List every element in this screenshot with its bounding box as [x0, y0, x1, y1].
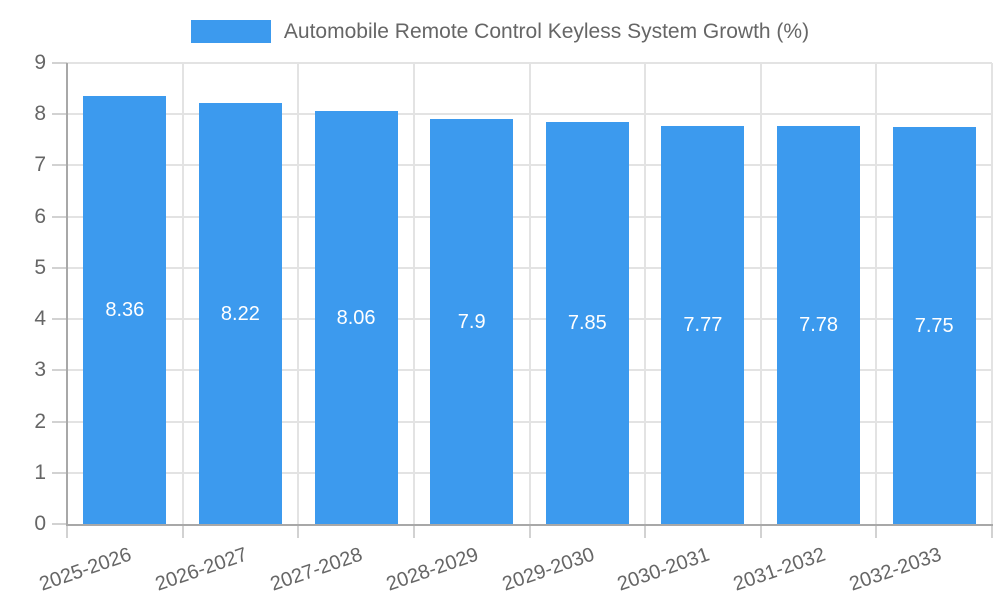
x-tick-label: 2031-2032 [730, 543, 829, 596]
x-tick-label: 2026-2027 [152, 543, 250, 596]
y-axis-line [66, 63, 68, 526]
x-tick-mark [181, 524, 184, 538]
y-tick-mark [52, 266, 67, 269]
y-tick-label: 1 [34, 460, 46, 484]
x-tick-mark [991, 524, 993, 538]
v-gridline [181, 63, 184, 524]
v-gridline [412, 63, 415, 524]
y-tick-label: 4 [34, 307, 46, 331]
bar-2030-2031[interactable] [661, 126, 745, 524]
y-tick-label: 7 [34, 153, 46, 177]
bar-2031-2032[interactable] [777, 125, 861, 524]
x-tick-mark [412, 524, 415, 538]
v-gridline [759, 63, 762, 524]
x-tick-mark [875, 524, 878, 538]
y-tick-label: 8 [34, 102, 46, 126]
bar-value-label: 8.22 [220, 302, 260, 325]
bar-2028-2029[interactable] [430, 119, 514, 524]
y-tick-mark [52, 318, 67, 321]
x-tick-label: 2029-2030 [499, 543, 597, 596]
y-tick-label: 5 [34, 255, 46, 279]
y-tick-label: 0 [34, 512, 46, 535]
y-tick-label: 6 [34, 204, 46, 228]
x-tick-label: 2032-2033 [846, 543, 944, 596]
chart-legend-item[interactable]: Automobile Remote Control Keyless System… [0, 20, 1000, 43]
y-tick-mark [52, 523, 67, 525]
x-tick-label: 2030-2031 [614, 543, 713, 596]
bar-value-label: 7.78 [799, 313, 839, 336]
legend-label: Automobile Remote Control Keyless System… [283, 19, 810, 43]
x-tick-mark [759, 524, 762, 538]
v-gridline [644, 63, 647, 524]
bar-2025-2026[interactable] [83, 95, 167, 524]
y-tick-label: 9 [34, 51, 46, 74]
bar-2027-2028[interactable] [314, 111, 398, 524]
bar-value-label: 7.75 [914, 314, 954, 337]
y-tick-mark [52, 62, 67, 64]
y-tick-mark [52, 215, 67, 218]
v-gridline [297, 63, 300, 524]
x-tick-mark [528, 524, 531, 538]
x-tick-label: 2028-2029 [383, 543, 482, 596]
x-tick-mark [66, 524, 68, 538]
x-axis-line [66, 524, 993, 526]
x-tick-mark [644, 524, 647, 538]
y-tick-mark [52, 420, 67, 423]
bar-2029-2030[interactable] [545, 121, 629, 524]
x-tick-label: 2027-2028 [268, 543, 366, 596]
y-tick-label: 3 [34, 358, 46, 382]
v-gridline [875, 63, 878, 524]
bar-2032-2033[interactable] [892, 127, 976, 524]
x-tick-label: 2025-2026 [36, 543, 135, 596]
y-tick-mark [52, 164, 67, 167]
y-tick-label: 2 [34, 409, 46, 433]
bar-value-label: 7.85 [567, 312, 607, 334]
v-gridline [528, 63, 531, 524]
x-tick-mark [297, 524, 300, 538]
y-tick-mark [52, 369, 67, 372]
y-tick-mark [52, 113, 67, 116]
y-tick-mark [52, 471, 67, 474]
bar-value-label: 7.77 [683, 314, 723, 336]
v-gridline [991, 63, 993, 524]
bar-value-label: 8.06 [336, 306, 376, 329]
bar-2026-2027[interactable] [198, 103, 282, 524]
bar-value-label: 8.36 [105, 298, 145, 321]
legend-color-swatch [190, 20, 271, 43]
bar-value-label: 7.9 [457, 310, 486, 333]
